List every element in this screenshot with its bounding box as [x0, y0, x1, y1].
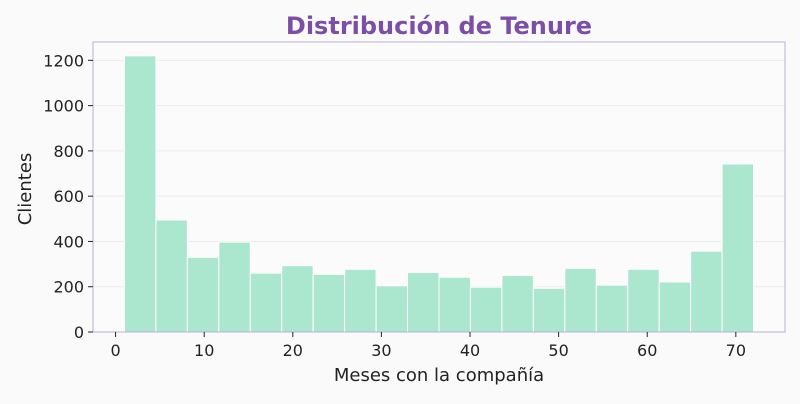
y-axis-label: Clientes: [15, 153, 36, 226]
histogram-bar: [658, 281, 692, 333]
histogram-bar: [123, 55, 157, 333]
y-tick-label: 800: [53, 142, 84, 161]
histogram-bar: [281, 265, 314, 333]
histogram-bar: [438, 276, 471, 333]
x-axis-ticks: 0 10 20 30 40 50 60 70: [111, 332, 746, 360]
histogram-bar: [218, 241, 251, 333]
histogram-bar: [690, 250, 723, 333]
histogram-bar: [627, 268, 660, 333]
histogram-bar: [407, 271, 440, 333]
histogram-bar: [532, 287, 566, 333]
x-tick-label: 20: [283, 341, 303, 360]
y-tick-label: 1200: [43, 51, 84, 70]
chart-title: Distribución de Tenure: [286, 12, 592, 40]
histogram-bar: [312, 273, 346, 333]
histogram-bar: [501, 274, 534, 333]
histogram-bar: [186, 256, 220, 333]
histogram-bar: [249, 272, 283, 333]
histogram-bar: [344, 268, 377, 333]
y-tick-label: 0: [74, 323, 84, 342]
histogram-bar: [721, 163, 755, 333]
x-tick-label: 10: [194, 341, 214, 360]
histogram-bar: [564, 267, 597, 333]
x-tick-label: 70: [726, 341, 746, 360]
x-tick-label: 0: [111, 341, 121, 360]
histogram-bar: [375, 285, 409, 333]
bars: [123, 55, 755, 333]
x-tick-label: 40: [460, 341, 480, 360]
y-tick-label: 600: [53, 187, 84, 206]
plot-border: [92, 41, 786, 333]
histogram-bar: [595, 284, 629, 333]
x-tick-label: 30: [371, 341, 391, 360]
x-tick-label: 60: [637, 341, 657, 360]
x-axis-label: Meses con la compañía: [334, 365, 544, 386]
y-tick-label: 1000: [43, 97, 84, 116]
x-tick-label: 50: [548, 341, 568, 360]
y-axis-ticks: 0 200 400 600 800 1000 1200: [43, 51, 93, 342]
y-tick-label: 400: [53, 232, 84, 251]
y-tick-label: 200: [53, 278, 84, 297]
histogram-bar: [469, 286, 503, 333]
histogram-bar: [155, 219, 188, 333]
